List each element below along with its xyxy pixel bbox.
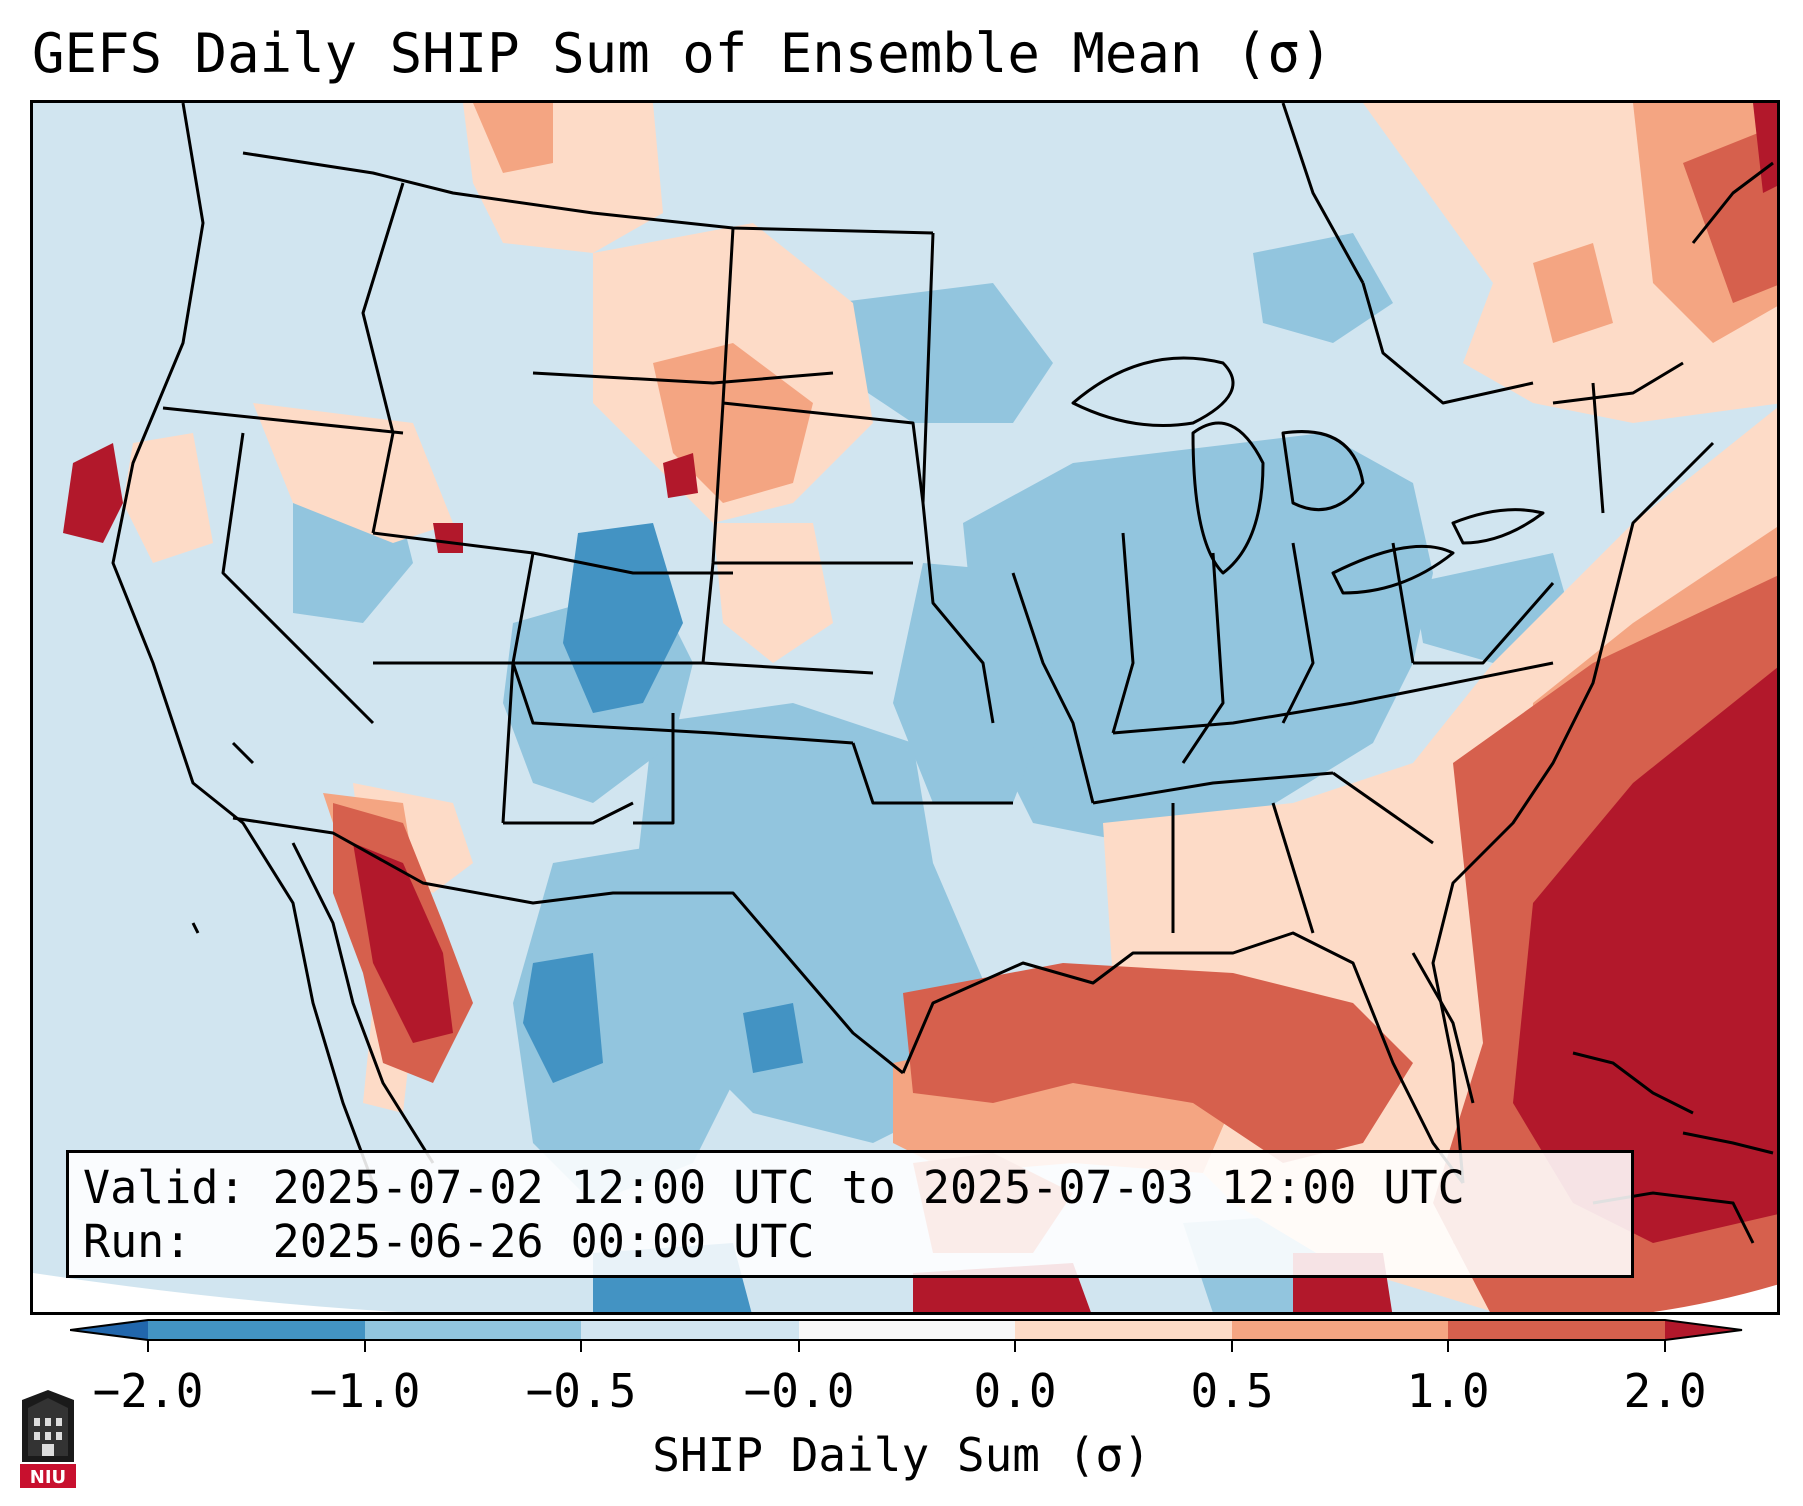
- colorbar-bin-5: [1015, 1320, 1232, 1340]
- colorbar-bin-3: [581, 1320, 799, 1340]
- colorbar-bin-6: [1232, 1320, 1448, 1340]
- niu-logo-icon: NIU: [20, 1390, 76, 1488]
- colorbar-bin-1: [148, 1320, 365, 1340]
- colorbar-tick-label: −0.0: [743, 1364, 855, 1418]
- anomaly-mid-blue: [293, 233, 1733, 1312]
- colorbar-ticks: [147, 1340, 1666, 1352]
- colorbar-tick-label: −1.0: [309, 1364, 421, 1418]
- colorbar-bin-2: [365, 1320, 581, 1340]
- colorbar-bin-7: [1448, 1320, 1665, 1340]
- colorbar-extend-low: [70, 1320, 148, 1340]
- run-time-text: Run: 2025-06-26 00:00 UTC: [83, 1215, 815, 1268]
- map-svg: [33, 103, 1777, 1312]
- chart-title: GEFS Daily SHIP Sum of Ensemble Mean (σ): [32, 22, 1333, 85]
- colorbar-tick-label: 0.0: [973, 1364, 1057, 1418]
- colorbar-title: SHIP Daily Sum (σ): [652, 1428, 1151, 1482]
- colorbar-tick-label: −0.5: [525, 1364, 637, 1418]
- map-panel: [30, 100, 1780, 1315]
- colorbar-tick-label: 2.0: [1623, 1364, 1707, 1418]
- projection-edge-right: [1653, 1284, 1777, 1312]
- colorbar-tick-label: 0.5: [1190, 1364, 1274, 1418]
- colorbar-tick-label: 1.0: [1406, 1364, 1490, 1418]
- colorbar-tick-label: −2.0: [92, 1364, 204, 1418]
- projection-edge-left: [33, 1273, 399, 1312]
- niu-logo-text: NIU: [30, 1467, 66, 1488]
- colorbar-extend-high: [1665, 1320, 1742, 1340]
- colorbar-bin-4: [799, 1320, 1015, 1340]
- colorbar: [70, 1319, 1743, 1352]
- valid-run-info-box: Valid: 2025-07-02 12:00 UTC to 2025-07-0…: [66, 1150, 1634, 1278]
- valid-time-text: Valid: 2025-07-02 12:00 UTC to 2025-07-0…: [83, 1161, 1465, 1214]
- boundary-lines: [111, 103, 1774, 1184]
